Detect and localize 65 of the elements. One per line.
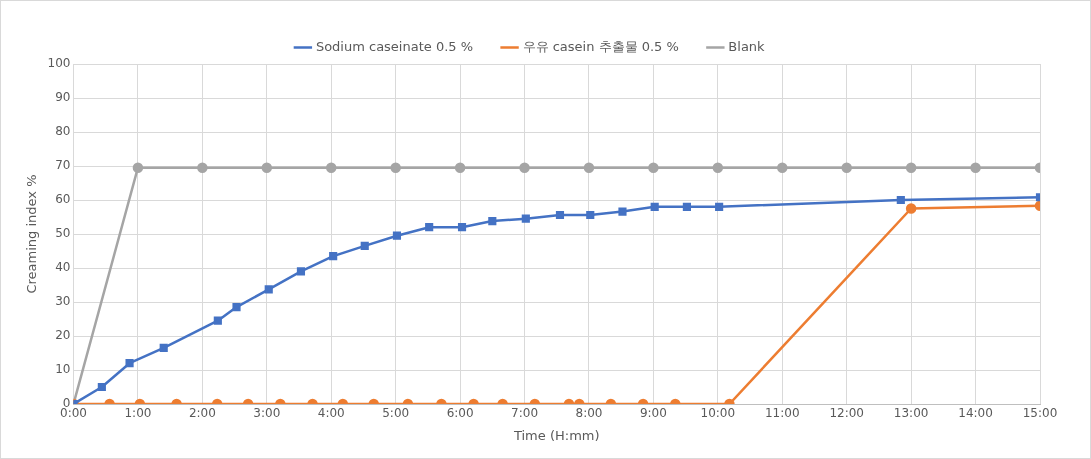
point [457, 223, 467, 232]
x-tick-label: 11:00 [764, 406, 800, 421]
x-axis-title: Time (H:mm) [512, 427, 600, 443]
point [712, 162, 724, 173]
y-tick-label: 100 [47, 56, 71, 71]
x-tick-label: 13:00 [893, 406, 929, 421]
point [261, 162, 273, 173]
point [264, 285, 273, 294]
y-tick-label: 30 [55, 294, 71, 309]
x-tick-label: 15:00 [1022, 406, 1058, 421]
point [905, 162, 917, 173]
point [390, 162, 401, 173]
point [682, 202, 691, 211]
point [583, 162, 595, 173]
point [360, 241, 369, 250]
point [488, 217, 497, 226]
point [159, 343, 168, 352]
point [618, 207, 627, 216]
x-tick-label: 14:00 [958, 406, 993, 421]
point [213, 316, 222, 325]
x-tick-label: 3:00 [253, 406, 281, 421]
point [715, 202, 724, 211]
legend-label: Blank [728, 38, 766, 54]
point [296, 267, 306, 276]
y-tick-label: 90 [55, 90, 71, 105]
point [648, 162, 659, 173]
point [555, 210, 565, 220]
x-tick-label: 2:00 [188, 406, 216, 421]
point [392, 231, 402, 240]
point [905, 203, 917, 214]
point [519, 162, 530, 173]
x-tick-label: 8:00 [575, 406, 603, 421]
x-tick-label: 4:00 [317, 406, 345, 421]
y-tick-label: 70 [55, 158, 71, 173]
point [896, 195, 905, 205]
legend-label: Sodium caseinate 0.5 % [315, 38, 474, 54]
point [521, 214, 530, 223]
x-tick-label: 12:00 [829, 406, 864, 421]
x-tick-label: 1:00 [124, 406, 152, 421]
x-tick-label: 5:00 [382, 406, 410, 421]
y-tick-label: 80 [55, 124, 71, 139]
point [586, 210, 595, 220]
point [132, 162, 144, 173]
point [650, 202, 659, 211]
point [454, 162, 466, 173]
point [425, 223, 434, 232]
y-tick-label: 10 [55, 362, 71, 377]
point [841, 162, 852, 173]
point [329, 252, 338, 261]
x-tick-label: 6:00 [446, 406, 474, 421]
x-tick-label: 10:00 [700, 406, 736, 421]
point [970, 162, 981, 173]
y-axis-title: Creaming index % [24, 174, 40, 294]
point [197, 162, 208, 173]
point [232, 303, 241, 312]
y-tick-label: 40 [55, 260, 71, 275]
point [777, 162, 788, 173]
y-tick-label: 50 [55, 226, 71, 241]
x-tick-label: 7:00 [511, 406, 539, 421]
point [325, 162, 337, 173]
x-tick-label: 9:00 [639, 406, 667, 421]
x-tick-label: 0:00 [60, 406, 87, 421]
y-tick-label: 20 [55, 328, 71, 343]
y-tick-label: 60 [55, 192, 71, 207]
legend-label: 우유 casein 추출물 0.5 % [522, 38, 679, 54]
